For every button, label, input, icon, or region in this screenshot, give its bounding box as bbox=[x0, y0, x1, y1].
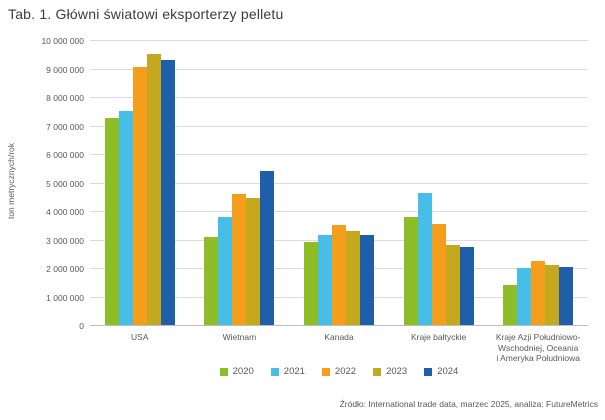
legend-swatch-icon bbox=[219, 367, 228, 376]
bar-2020 bbox=[104, 118, 119, 325]
bar-group bbox=[389, 40, 489, 325]
bar-2020 bbox=[503, 285, 518, 325]
legend-label: 2024 bbox=[437, 366, 459, 377]
legend-item-2023: 2023 bbox=[373, 366, 407, 377]
x-axis-line bbox=[90, 325, 588, 326]
legend-swatch-icon bbox=[373, 367, 382, 376]
bar-2022 bbox=[431, 223, 446, 325]
x-category-label: Kanada bbox=[281, 332, 397, 343]
legend-swatch-icon bbox=[321, 367, 330, 376]
y-tick-label: 3 000 000 bbox=[46, 235, 84, 246]
bar-group bbox=[289, 40, 389, 325]
legend-item-2024: 2024 bbox=[424, 366, 458, 377]
x-category-label-line: Wschodniej, Oceania bbox=[498, 342, 579, 353]
x-axis-labels: USA Wietnam Kanada Kraje bałtyckie Kraje Azj… bbox=[90, 332, 588, 366]
x-category-label: Kraje bałtyckie bbox=[381, 332, 497, 343]
y-axis-tick-labels: 0 1 000 000 2 000 000 3 000 000 4 000 000 5 0… bbox=[0, 36, 84, 331]
gridline bbox=[90, 68, 588, 70]
x-category-label: Kraje Azji Południowo- Wschodniej, Oceani… bbox=[480, 332, 596, 364]
legend-label: 2020 bbox=[232, 366, 254, 377]
bar-2021 bbox=[118, 111, 133, 325]
gridline bbox=[90, 211, 588, 212]
bar-2023 bbox=[345, 230, 360, 325]
bar-group bbox=[190, 40, 290, 325]
legend-label: 2022 bbox=[334, 366, 357, 377]
x-category-label-line: Kanada bbox=[324, 332, 354, 342]
bar-2024 bbox=[260, 171, 275, 325]
bar-group bbox=[488, 40, 588, 325]
x-category-label: Wietnam bbox=[182, 332, 298, 343]
bar-2023 bbox=[445, 245, 460, 325]
y-tick-label: 7 000 000 bbox=[46, 121, 84, 132]
y-tick-label: 8 000 000 bbox=[46, 93, 84, 103]
y-tick-label: 1 000 000 bbox=[46, 292, 84, 303]
x-category-label: USA bbox=[82, 332, 198, 343]
legend-item-2022: 2022 bbox=[321, 366, 357, 377]
bar-2022 bbox=[232, 193, 247, 325]
bar-2023 bbox=[146, 54, 161, 325]
bar-2021 bbox=[517, 268, 532, 325]
x-category-label-line: Kraje Azji Południowo- bbox=[495, 332, 581, 342]
gridline bbox=[90, 97, 588, 98]
bar-2021 bbox=[417, 192, 432, 325]
y-tick-label: 0 bbox=[79, 321, 84, 331]
legend-label: 2023 bbox=[386, 366, 408, 377]
legend-label: 2021 bbox=[283, 366, 305, 377]
gridline bbox=[90, 40, 588, 41]
bar-2024 bbox=[559, 266, 574, 325]
source-note: Źródło: International trade data, marzec… bbox=[339, 399, 598, 409]
bar-2024 bbox=[359, 235, 374, 325]
bar-2020 bbox=[204, 236, 219, 325]
bar-2023 bbox=[246, 198, 261, 325]
x-category-label-line: i Ameryka Południowa bbox=[496, 353, 580, 364]
plot-area bbox=[90, 40, 588, 326]
legend-item-2020: 2020 bbox=[219, 366, 254, 377]
bar-2022 bbox=[531, 260, 546, 325]
bar-2024 bbox=[160, 59, 175, 325]
bar-2021 bbox=[317, 235, 332, 325]
bar-2024 bbox=[459, 246, 474, 325]
chart-title: Tab. 1. Główni światowi eksporterzy pell… bbox=[8, 6, 284, 22]
bar-2022 bbox=[331, 225, 346, 325]
y-tick-label: 4 000 000 bbox=[46, 207, 84, 217]
gridline bbox=[90, 154, 588, 155]
legend-item-2021: 2021 bbox=[270, 366, 305, 377]
y-tick-label: 6 000 000 bbox=[46, 150, 84, 160]
legend-swatch-icon bbox=[424, 367, 433, 376]
legend: 2020 2021 2022 2023 2024 bbox=[90, 366, 588, 377]
y-tick-label: 2 000 000 bbox=[46, 264, 84, 274]
bar-2021 bbox=[218, 216, 233, 325]
bar-2020 bbox=[403, 216, 418, 325]
bar-2023 bbox=[545, 265, 560, 325]
legend-swatch-icon bbox=[270, 367, 279, 376]
y-tick-label: 5 000 000 bbox=[46, 178, 84, 189]
gridline bbox=[90, 125, 588, 127]
bar-2022 bbox=[132, 67, 147, 325]
bar-2020 bbox=[303, 242, 318, 325]
x-category-label-line: USA bbox=[131, 332, 149, 342]
gridline bbox=[90, 182, 588, 184]
bar-group bbox=[90, 40, 190, 325]
x-category-label-line: Kraje bałtyckie bbox=[410, 332, 467, 342]
y-tick-label: 9 000 000 bbox=[46, 64, 84, 75]
x-category-label-line: Wietnam bbox=[222, 332, 257, 342]
y-tick-label: 10 000 000 bbox=[41, 36, 84, 46]
